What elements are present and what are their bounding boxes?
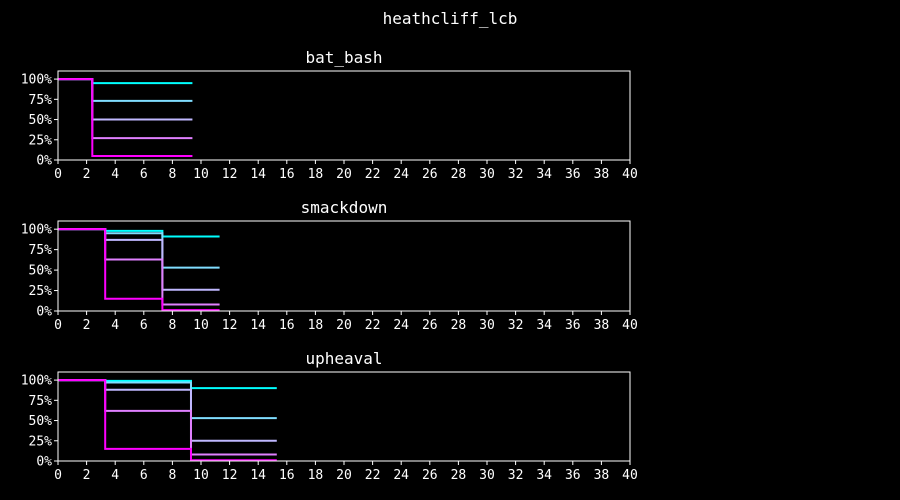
- x-tick-label: 26: [422, 318, 438, 333]
- x-tick-label: 4: [111, 318, 119, 333]
- x-tick-label: 8: [168, 468, 176, 483]
- axes-frame: [57, 371, 631, 462]
- x-tick-label: 30: [479, 468, 495, 483]
- x-tick-label: 2: [83, 468, 91, 483]
- x-tick-label: 18: [308, 167, 324, 182]
- axes-frame: [57, 70, 631, 161]
- x-tick-label: 32: [508, 468, 524, 483]
- x-tick-label: 34: [536, 318, 552, 333]
- figure-title: heathcliff_lcb: [383, 9, 518, 28]
- x-tick-label: 6: [140, 468, 148, 483]
- x-tick-label: 30: [479, 167, 495, 182]
- y-tick-label: 25%: [29, 284, 53, 299]
- axes-title: upheaval: [305, 349, 382, 368]
- axes-title: smackdown: [301, 198, 388, 217]
- series-line: [58, 78, 193, 157]
- x-tick-label: 12: [222, 167, 238, 182]
- x-tick-label: 36: [565, 167, 581, 182]
- x-tick-label: 2: [83, 167, 91, 182]
- x-tick-label: 0: [54, 318, 62, 333]
- x-tick-label: 18: [308, 318, 324, 333]
- x-tick-label: 16: [279, 318, 295, 333]
- y-tick-label: 0%: [36, 305, 52, 320]
- y-tick-label: 100%: [21, 73, 52, 88]
- axes-frame: [57, 220, 631, 312]
- y-tick-label: 75%: [29, 243, 53, 258]
- x-tick-label: 14: [250, 167, 266, 182]
- y-tick-label: 100%: [21, 223, 52, 238]
- series-line: [58, 379, 277, 420]
- series-line: [58, 379, 277, 462]
- x-tick-label: 24: [393, 318, 409, 333]
- x-tick-label: 14: [250, 318, 266, 333]
- x-tick-label: 22: [365, 318, 381, 333]
- y-tick-label: 75%: [29, 93, 53, 108]
- x-tick-label: 36: [565, 318, 581, 333]
- x-tick-label: 34: [536, 468, 552, 483]
- series-line: [58, 379, 277, 390]
- x-tick-label: 34: [536, 167, 552, 182]
- axes-title: bat_bash: [305, 48, 382, 67]
- series-line: [58, 228, 220, 312]
- series-line: [58, 78, 193, 140]
- x-tick-label: 0: [54, 468, 62, 483]
- series-line: [58, 78, 193, 121]
- x-tick-label: 4: [111, 468, 119, 483]
- x-tick-label: 30: [479, 318, 495, 333]
- x-tick-label: 28: [451, 167, 467, 182]
- x-tick-label: 32: [508, 318, 524, 333]
- x-tick-label: 12: [222, 318, 238, 333]
- x-tick-label: 2: [83, 318, 91, 333]
- y-tick-label: 75%: [29, 394, 53, 409]
- x-tick-label: 10: [193, 468, 209, 483]
- x-tick-label: 40: [622, 468, 638, 483]
- x-tick-label: 6: [140, 167, 148, 182]
- y-tick-label: 25%: [29, 434, 53, 449]
- x-tick-label: 32: [508, 167, 524, 182]
- x-tick-label: 4: [111, 167, 119, 182]
- x-tick-label: 8: [168, 167, 176, 182]
- x-tick-label: 36: [565, 468, 581, 483]
- x-tick-label: 28: [451, 318, 467, 333]
- x-tick-label: 12: [222, 468, 238, 483]
- x-tick-label: 14: [250, 468, 266, 483]
- x-tick-label: 38: [594, 318, 610, 333]
- y-tick-label: 0%: [36, 154, 52, 169]
- y-tick-label: 25%: [29, 133, 53, 148]
- x-tick-label: 16: [279, 468, 295, 483]
- x-tick-label: 10: [193, 167, 209, 182]
- x-tick-label: 10: [193, 318, 209, 333]
- y-tick-label: 50%: [29, 113, 53, 128]
- x-tick-label: 0: [54, 167, 62, 182]
- y-tick-label: 50%: [29, 414, 53, 429]
- x-tick-label: 38: [594, 468, 610, 483]
- x-tick-label: 40: [622, 318, 638, 333]
- x-tick-label: 40: [622, 167, 638, 182]
- x-tick-label: 20: [336, 318, 352, 333]
- x-tick-label: 28: [451, 468, 467, 483]
- x-tick-label: 24: [393, 167, 409, 182]
- y-tick-label: 0%: [36, 455, 52, 470]
- y-tick-label: 50%: [29, 264, 53, 279]
- x-tick-label: 6: [140, 318, 148, 333]
- x-tick-label: 20: [336, 468, 352, 483]
- x-tick-label: 18: [308, 468, 324, 483]
- series-line: [58, 228, 220, 269]
- x-tick-label: 22: [365, 167, 381, 182]
- x-tick-label: 20: [336, 167, 352, 182]
- x-tick-label: 38: [594, 167, 610, 182]
- y-tick-label: 100%: [21, 374, 52, 389]
- x-tick-label: 16: [279, 167, 295, 182]
- x-tick-label: 24: [393, 468, 409, 483]
- x-tick-label: 26: [422, 468, 438, 483]
- x-tick-label: 8: [168, 318, 176, 333]
- x-tick-label: 26: [422, 167, 438, 182]
- x-tick-label: 22: [365, 468, 381, 483]
